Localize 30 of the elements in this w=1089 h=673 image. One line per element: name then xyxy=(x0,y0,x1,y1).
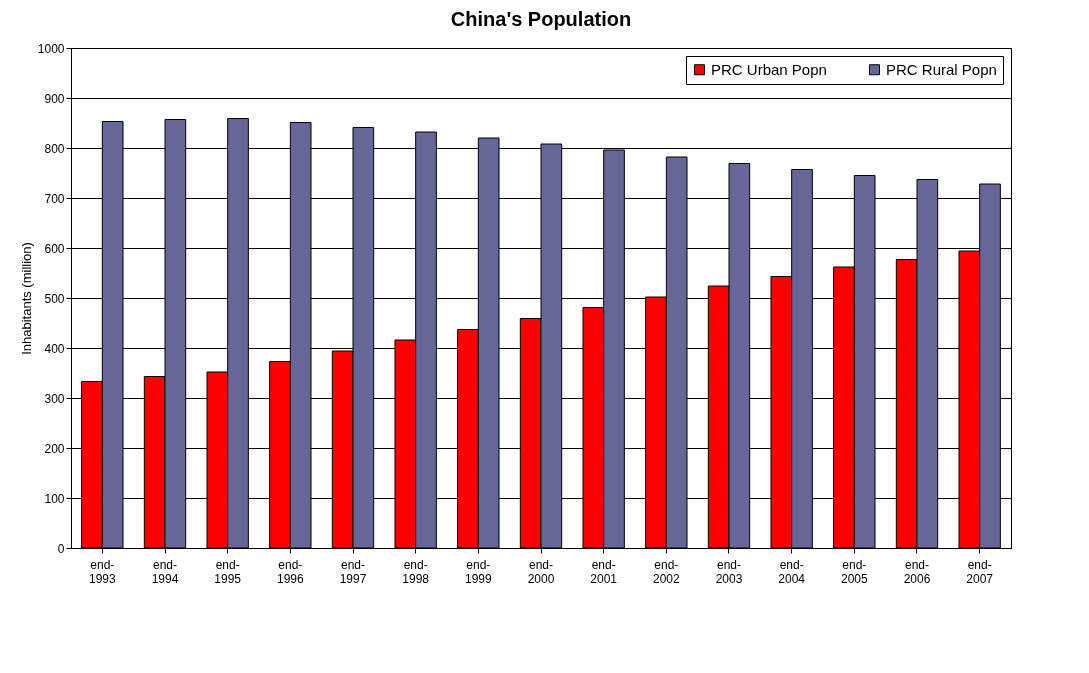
legend-label: PRC Rural Popn xyxy=(886,60,997,78)
y-tick-label: 500 xyxy=(44,291,65,306)
y-tick-label: 800 xyxy=(44,141,65,156)
x-tick-label: end-2006 xyxy=(903,557,931,586)
chart-title: China's Population xyxy=(450,8,632,30)
x-tick-label: end-1999 xyxy=(464,557,492,586)
x-tick-label: end-2003 xyxy=(715,557,743,586)
y-tick-label: 1000 xyxy=(37,41,65,56)
x-tick-label: end-1996 xyxy=(276,557,304,586)
legend-label: PRC Urban Popn xyxy=(711,60,827,78)
x-tick-label: end-2001 xyxy=(590,557,618,586)
x-tick-label: end-1995 xyxy=(214,557,242,586)
y-tick-label: 200 xyxy=(44,441,65,456)
x-tick-label: end-1993 xyxy=(88,557,116,586)
x-tick-label: end-1998 xyxy=(402,557,430,586)
x-tick-label: end-2005 xyxy=(840,557,868,586)
y-tick-label: 700 xyxy=(44,191,65,206)
y-tick-label: 900 xyxy=(44,91,65,106)
x-tick-label: end-2000 xyxy=(527,557,555,586)
x-tick-label: end-2002 xyxy=(652,557,680,586)
y-tick-label: 600 xyxy=(44,241,65,256)
y-axis-title: Inhabitants (million) xyxy=(18,242,34,355)
y-tick-label: 100 xyxy=(44,491,65,506)
y-tick-label: 0 xyxy=(57,541,65,556)
x-tick-label: end-1994 xyxy=(151,557,179,586)
x-tick-label: end-2004 xyxy=(778,557,806,586)
x-tick-label: end-1997 xyxy=(339,557,367,586)
y-tick-label: 300 xyxy=(44,391,65,406)
y-tick-label: 400 xyxy=(44,341,65,356)
x-tick-label: end-2007 xyxy=(966,557,994,586)
